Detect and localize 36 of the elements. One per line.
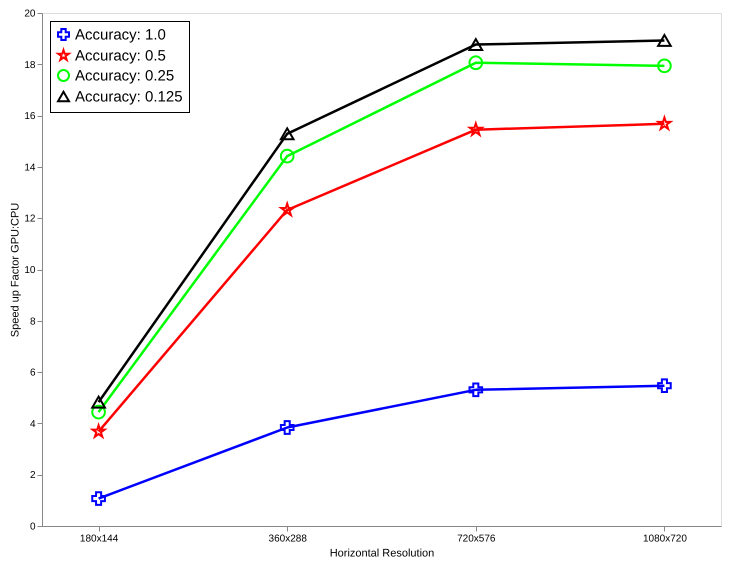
y-tick-label: 10 bbox=[24, 265, 36, 276]
point bbox=[92, 424, 106, 438]
point bbox=[468, 382, 484, 398]
y-tick-label: 18 bbox=[24, 60, 36, 71]
point bbox=[468, 55, 484, 70]
y-tick-label: 14 bbox=[24, 162, 36, 174]
y-tick-label: 12 bbox=[24, 214, 36, 225]
y-tick-label: 8 bbox=[30, 316, 36, 328]
legend-label: Accuracy: 1.0 bbox=[75, 26, 166, 44]
y-tick-label: 4 bbox=[30, 418, 36, 430]
legend-label: Accuracy: 0.125 bbox=[75, 88, 183, 106]
point bbox=[657, 378, 672, 394]
x-tick-label: 360x288 bbox=[268, 534, 308, 544]
x-tick-label: 1080x720 bbox=[642, 534, 688, 544]
point bbox=[280, 148, 295, 164]
y-axis-title: Speed up Factor GPU:CPU bbox=[9, 202, 22, 338]
x-axis-title: Horizontal Resolution bbox=[330, 548, 434, 560]
y-tick-label: 16 bbox=[24, 111, 36, 122]
point bbox=[280, 127, 295, 140]
legend-label: Accuracy: 0.25 bbox=[75, 68, 174, 84]
point bbox=[468, 122, 483, 136]
point bbox=[657, 116, 672, 130]
point bbox=[657, 34, 672, 47]
y-tick-label: 20 bbox=[24, 8, 36, 20]
y-tick-label: 6 bbox=[30, 368, 36, 379]
y-tick-label: 0 bbox=[30, 522, 36, 532]
point bbox=[280, 420, 295, 435]
x-tick-label: 180x144 bbox=[80, 534, 119, 544]
point bbox=[91, 396, 106, 409]
x-tick-label: 720x576 bbox=[457, 534, 496, 544]
legend-label: Accuracy: 0.5 bbox=[75, 48, 166, 64]
point bbox=[468, 38, 484, 52]
y-tick-label: 2 bbox=[30, 470, 36, 482]
point bbox=[91, 491, 106, 506]
point bbox=[657, 58, 672, 74]
point bbox=[91, 404, 106, 420]
